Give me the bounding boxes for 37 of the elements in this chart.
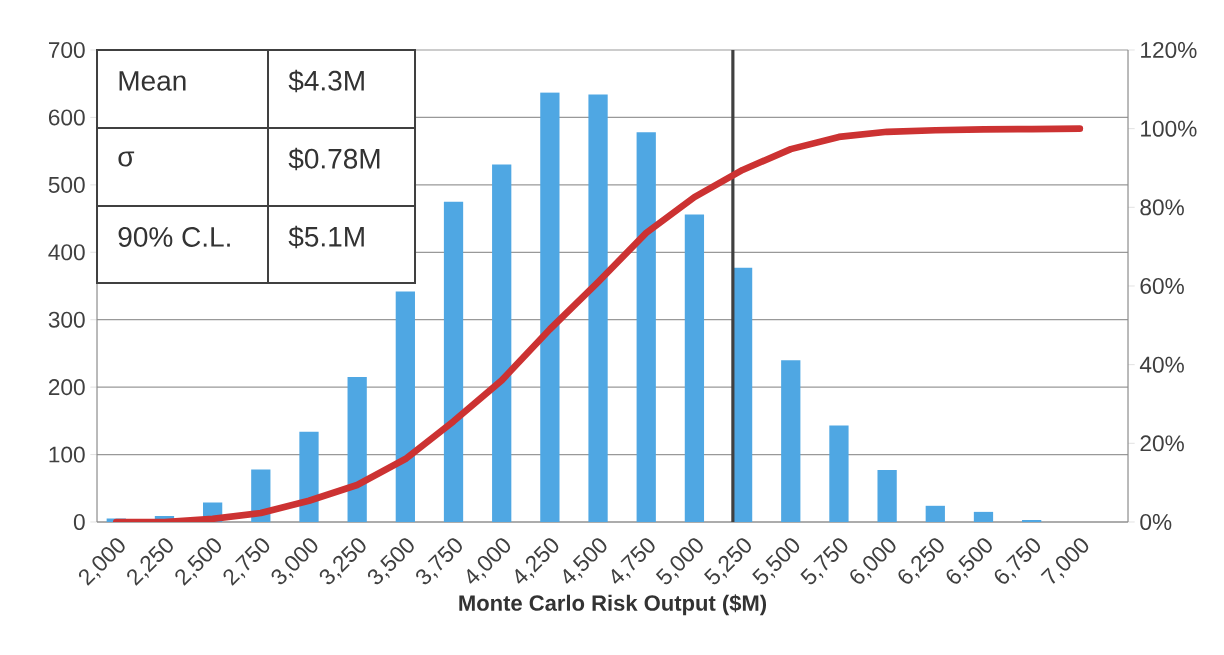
bar [684,214,705,522]
y-tick-label: 500 [48,176,85,193]
x-axis-title: Monte Carlo Risk Output ($M) [459,594,767,616]
y2-tick-label: 20% [1140,435,1184,452]
y-tick-label: 400 [48,244,85,261]
bar [781,360,801,522]
y-tick-label: 100 [49,446,85,463]
y-tick-label: 200 [48,379,85,396]
y2-tick-label: 120% [1141,41,1197,59]
bar [973,511,994,522]
annotation: Mean [119,71,186,91]
bar [588,94,608,522]
y2-tick-label: 80% [1140,199,1184,216]
annotation: $4.3M [288,69,364,93]
annotation: $5.1M [288,225,364,249]
bar [540,92,560,522]
bar [299,431,319,522]
bar [443,201,464,522]
bar [925,505,945,522]
bar [877,470,897,522]
y-tick-label: 600 [48,109,85,126]
y-tick-label: 300 [48,311,85,328]
bar [1022,519,1042,522]
y-tick-label: 700 [48,41,85,59]
annotation: $0.78M [288,147,380,171]
y2-tick-label: 40% [1139,356,1184,373]
y2-tick-label: 100% [1141,120,1197,137]
bar [395,291,415,522]
annotation: 90% C.L. [118,227,230,247]
bar [492,164,512,522]
y2-tick-label: 0% [1140,513,1172,531]
bar [636,132,656,522]
bar [347,377,367,522]
y2-tick-label: 60% [1140,277,1184,295]
y-tick-label: 0 [73,513,85,531]
annotation: σ [118,151,135,167]
bar [829,425,849,522]
